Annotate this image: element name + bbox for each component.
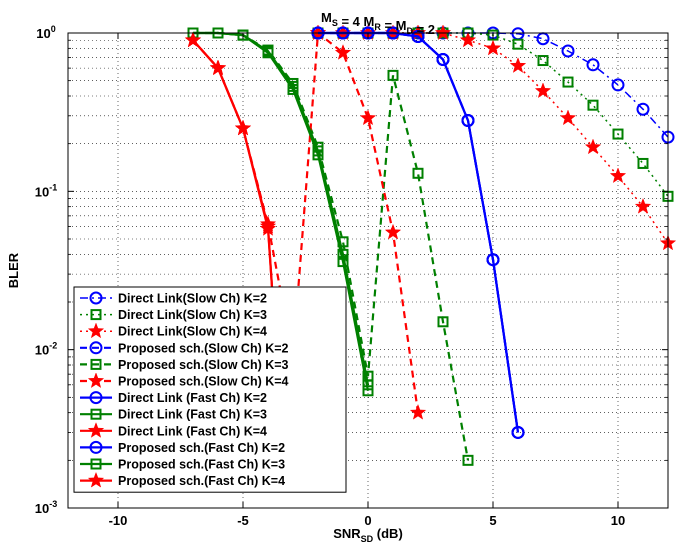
circle-marker [511, 425, 525, 439]
legend-entry: Direct Link (Fast Ch) K=4 [80, 422, 267, 438]
star-marker [87, 372, 105, 389]
square-marker [462, 454, 474, 466]
legend-label: Direct Link(Slow Ch) K=3 [118, 308, 267, 322]
square-marker [90, 358, 102, 370]
star-marker [409, 403, 427, 420]
x-tick-label: 5 [489, 513, 496, 528]
legend-label: Proposed sch.(Fast Ch) K=4 [118, 474, 285, 488]
square-marker [362, 385, 374, 397]
star-marker [259, 217, 277, 234]
star-marker [459, 31, 477, 48]
legend-label: Proposed sch.(Fast Ch) K=2 [118, 441, 285, 455]
x-tick-label: -5 [237, 513, 249, 528]
legend-entry: Direct Link (Fast Ch) K=3 [80, 408, 267, 422]
square-marker [262, 45, 274, 57]
legend-entry: Proposed sch.(Slow Ch) K=3 [80, 358, 289, 372]
star-marker [359, 109, 377, 126]
square-marker [90, 458, 102, 470]
square-marker [487, 29, 499, 41]
legend-entry: Direct Link (Fast Ch) K=2 [80, 391, 267, 405]
star-marker [509, 57, 527, 73]
legend-box [73, 286, 347, 493]
legend-entry: Direct Link(Slow Ch) K=3 [80, 308, 267, 322]
legend-label: Direct Link (Fast Ch) K=2 [118, 391, 267, 405]
square-marker [612, 128, 624, 140]
circle-marker [561, 44, 575, 58]
star-marker [609, 167, 627, 184]
circle-marker [89, 440, 103, 454]
legend-entry: Direct Link(Slow Ch) K=2 [80, 291, 267, 306]
star-marker [334, 44, 352, 60]
circle-marker [586, 58, 600, 72]
series-line [318, 32, 669, 244]
legend-label: Proposed sch.(Fast Ch) K=3 [118, 458, 285, 472]
circle-marker [636, 102, 650, 116]
legend-label: Direct Link(Slow Ch) K=4 [118, 325, 267, 339]
legend-label: Direct Link(Slow Ch) K=2 [118, 292, 267, 306]
legend-label: Proposed sch.(Slow Ch) K=2 [118, 341, 289, 355]
square-marker [237, 29, 249, 41]
square-marker [562, 76, 574, 88]
square-marker [412, 167, 424, 179]
legend-label: Direct Link (Fast Ch) K=4 [118, 424, 267, 438]
legend-label: Direct Link (Fast Ch) K=3 [118, 408, 267, 422]
legend-label: Proposed sch.(Slow Ch) K=3 [118, 358, 289, 372]
circle-marker [89, 341, 103, 355]
y-tick-label: 10-1 [35, 182, 57, 199]
y-tick-label: 10-2 [35, 341, 57, 358]
legend-entry: Proposed sch.(Fast Ch) K=4 [80, 471, 285, 488]
legend-entry: Proposed sch.(Slow Ch) K=4 [80, 372, 289, 389]
star-marker [559, 109, 577, 126]
axis-ticks: -10 -5 0 5 10 10-3 10-2 10-1 100 [35, 24, 668, 528]
legend-entry: Proposed sch.(Fast Ch) K=2 [80, 440, 285, 455]
x-tick-label: 10 [611, 513, 625, 528]
circle-marker [461, 114, 475, 128]
series-line [192, 30, 420, 413]
x-axis-label: SNRSD (dB) [333, 526, 403, 544]
square-marker [337, 248, 349, 260]
y-tick-label: 10-3 [35, 499, 57, 516]
star-marker [484, 39, 502, 56]
star-marker [384, 223, 402, 240]
legend-entry: Direct Link(Slow Ch) K=4 [80, 322, 267, 339]
circle-marker [89, 391, 103, 405]
star-marker [87, 322, 105, 339]
square-marker [312, 145, 324, 157]
star-marker [634, 197, 652, 214]
star-marker [209, 59, 227, 76]
legend: Direct Link(Slow Ch) K=2 Direct Link(Slow… [73, 286, 347, 493]
legend-entry: Proposed sch.(Slow Ch) K=2 [80, 341, 289, 355]
star-marker [184, 31, 202, 48]
circle-marker [486, 253, 500, 267]
square-marker [437, 316, 449, 328]
star-marker [434, 24, 452, 41]
square-marker [587, 99, 599, 111]
square-marker [90, 408, 102, 420]
circle-marker [89, 291, 103, 305]
legend-label: Proposed sch.(Slow Ch) K=4 [118, 375, 289, 389]
legend-entry: Proposed sch.(Fast Ch) K=3 [80, 458, 285, 472]
square-marker [637, 157, 649, 169]
square-marker [90, 309, 102, 321]
star-marker [234, 119, 252, 136]
star-marker [87, 471, 105, 488]
x-tick-label: 0 [364, 513, 371, 528]
y-axis-label: BLER [6, 252, 21, 288]
x-tick-label: -10 [109, 513, 128, 528]
square-marker [512, 38, 524, 50]
square-marker [287, 80, 299, 92]
y-tick-label: 100 [36, 24, 55, 41]
star-marker [87, 422, 105, 438]
circle-marker [436, 53, 450, 67]
circle-marker [611, 78, 625, 92]
chart-title: MS = 4 MR = MD = 2 [321, 10, 435, 37]
square-marker [537, 55, 549, 67]
circle-marker [411, 30, 425, 44]
square-marker [362, 379, 374, 391]
star-marker [534, 82, 552, 99]
star-marker [584, 138, 602, 155]
square-marker [387, 69, 399, 81]
